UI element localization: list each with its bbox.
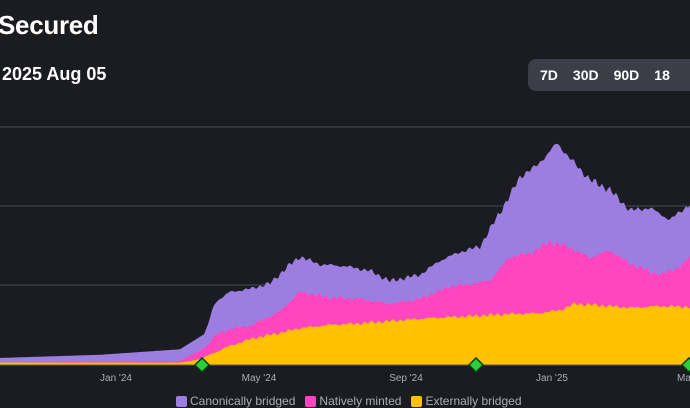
x-tick-label: May '24 — [242, 373, 277, 384]
x-tick-label: Ma — [677, 373, 690, 384]
event-marker — [680, 356, 690, 374]
legend-item-natively-minted[interactable]: Natively minted — [305, 394, 401, 408]
chart-legend: Canonically bridged Natively minted Exte… — [176, 394, 522, 408]
page-title: Secured — [0, 10, 99, 40]
legend-label: Natively minted — [319, 394, 402, 408]
time-range-selector: 7D 30D 90D 18 — [528, 59, 690, 91]
legend-swatch — [411, 395, 423, 407]
x-tick-label: Jan '25 — [536, 373, 568, 384]
legend-item-canonically-bridged[interactable]: Canonically bridged — [176, 394, 295, 408]
range-7d-button[interactable]: 7D — [540, 67, 558, 83]
legend-item-externally-bridged[interactable]: Externally bridged — [411, 394, 522, 408]
date-range-label: 2025 Aug 05 — [2, 64, 107, 84]
x-tick-label: Jan '24 — [100, 373, 132, 384]
legend-swatch — [176, 395, 187, 407]
range-90d-button[interactable]: 90D — [613, 67, 640, 83]
x-tick-label: Sep '24 — [389, 373, 423, 384]
legend-swatch — [305, 395, 317, 407]
area-series-externally-bridged — [0, 302, 690, 365]
range-30d-button[interactable]: 30D — [572, 67, 599, 83]
legend-label: Canonically bridged — [190, 394, 296, 408]
range-180d-button[interactable]: 18 — [654, 67, 670, 83]
event-marker — [467, 356, 485, 374]
legend-label: Externally bridged — [425, 394, 522, 408]
event-marker — [193, 356, 211, 374]
